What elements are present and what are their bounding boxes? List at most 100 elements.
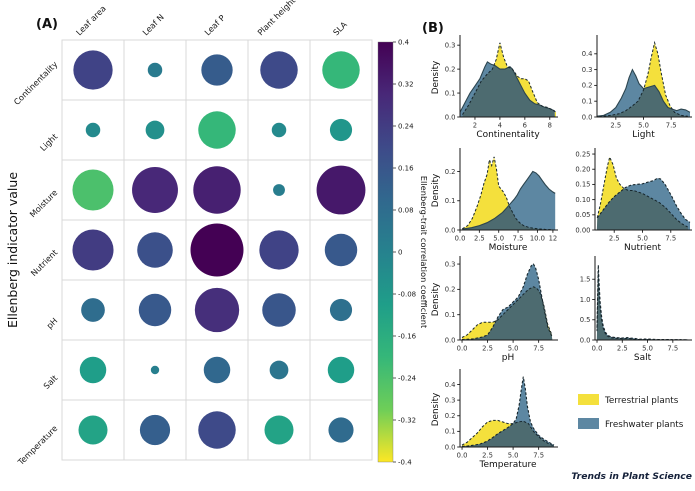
correlation-bubble (138, 293, 172, 327)
overlap-area (595, 278, 690, 340)
overlap-area (460, 287, 556, 340)
terrestrial-outline (461, 286, 553, 338)
x-tick-label: 8 (548, 122, 552, 130)
terrestrial-swatch (578, 394, 599, 405)
y-tick-label: 0.3 (445, 41, 456, 49)
row-label: pH (44, 316, 59, 331)
y-tick-label: 0.4 (582, 50, 593, 58)
freshwater-outline (596, 68, 691, 117)
y-tick-label: 0.4 (445, 381, 456, 389)
y-tick-label: 0.0 (445, 443, 456, 451)
correlation-bubble (194, 287, 240, 333)
y-tick-label: 0.0 (445, 226, 456, 234)
x-tick-label: 5.0 (637, 235, 648, 243)
density-plot-temperature: 0.0 2.5 5.0 7.5 0.0 0.1 0.2 0.3 0.4 Temperature De… (431, 369, 558, 470)
legend: Terrestrial plants Freshwater plants (578, 394, 684, 430)
colorbar-tick-label: -0.08 (398, 290, 416, 298)
column-label: SLA (331, 19, 349, 37)
freshwater-outline (459, 61, 556, 113)
density-plot-light: 2.5 5.0 7.5 0.0 0.1 0.2 0.3 0.4 Light (582, 35, 692, 140)
colorbar-tick-label: 0.08 (398, 206, 414, 214)
colorbar-tick-label: -0.24 (398, 374, 417, 382)
y-tick-label: 0.1 (445, 197, 456, 205)
correlation-bubble (264, 415, 294, 445)
freshwater-outline (461, 376, 555, 447)
correlation-bubble (137, 232, 173, 268)
correlation-bubble (201, 54, 233, 86)
y-tick-label: 0.25 (575, 150, 590, 158)
x-tick-label: 5.0 (508, 345, 519, 353)
x-tick-label: 5.0 (642, 345, 653, 353)
terrestrial-area (597, 271, 688, 340)
column-label: Leaf area (74, 3, 108, 37)
terrestrial-area (599, 42, 688, 118)
freshwater-area (462, 171, 556, 230)
y-tick-label: 0.1 (582, 98, 593, 106)
density-plot-salt: 0.0 2.5 5.0 7.5 0.0 0.5 1.0 1.5 Salt (580, 256, 692, 363)
row-label: Salt (41, 372, 60, 391)
density-plot-moisture: 0.0 2.5 5.0 7.5 10.0 12 0.0 0.1 0.2 Moisture Densi… (431, 148, 558, 253)
correlation-bubble (73, 50, 113, 90)
y-tick-label: 0.10 (575, 196, 590, 204)
x-tick-label: 2 (473, 122, 477, 130)
y-tick-label: 1.5 (580, 276, 591, 284)
subplot-y-title: Density (431, 174, 441, 207)
correlation-bubble (198, 111, 236, 149)
correlation-bubble (85, 122, 101, 138)
correlation-bubble (329, 118, 353, 142)
correlation-bubble (198, 411, 236, 449)
overlap-area (595, 188, 690, 230)
x-tick-label: 7.5 (533, 452, 544, 460)
column-label: Leaf N (140, 12, 166, 38)
subplot-y-title: Density (431, 393, 441, 426)
colorbar-tick-label: -0.4 (398, 458, 412, 466)
correlation-bubble (269, 360, 289, 380)
freshwater-outline (596, 177, 691, 223)
correlation-bubble (145, 120, 165, 140)
x-tick-label: 7.5 (513, 235, 524, 243)
row-label: Light (38, 131, 60, 153)
x-tick-label: 0.0 (455, 235, 466, 243)
x-tick-label: 5.0 (638, 122, 649, 130)
colorbar-tick-label: -0.32 (398, 416, 416, 424)
subplot-y-title: Density (431, 283, 441, 316)
row-label: Continentality (12, 59, 60, 107)
x-tick-label: 7.5 (666, 122, 677, 130)
subplot-y-title: Density (431, 61, 441, 94)
density-plot-nutrient: 2.5 5.0 7.5 0.00 0.05 0.10 0.15 0.20 0.25 Nutrien… (575, 148, 692, 253)
x-tick-label: 0.0 (592, 345, 603, 353)
y-tick-label: 0.05 (575, 211, 590, 219)
correlation-bubble (150, 365, 160, 375)
y-tick-label: 0.0 (445, 336, 456, 344)
correlation-bubble (203, 356, 231, 384)
subplot-x-title: Light (632, 130, 655, 140)
x-tick-label: 2.5 (482, 345, 493, 353)
correlation-bubble (271, 122, 287, 138)
correlation-bubble (139, 414, 171, 446)
y-tick-label: 0.1 (445, 428, 456, 436)
terrestrial-outline (599, 40, 688, 118)
subplot-x-title: pH (502, 353, 514, 363)
correlation-bubble (327, 356, 355, 384)
row-label: Nutrient (29, 247, 60, 278)
panel-b-label: (B) (422, 21, 444, 36)
x-tick-label: 2.5 (474, 235, 485, 243)
panel-a: (A) Ellenberg indicator value Leaf area L… (5, 0, 429, 468)
y-tick-label: 0.3 (582, 66, 593, 74)
y-tick-label: 0.2 (445, 168, 456, 176)
x-tick-label: 12 (549, 235, 558, 243)
x-tick-label: 0.0 (457, 452, 468, 460)
freshwater-outline (596, 265, 689, 341)
x-tick-label: 7.5 (533, 345, 544, 353)
correlation-bubble (79, 356, 107, 384)
colorbar-tick-label: 0.4 (398, 38, 410, 46)
correlation-bubble (259, 230, 299, 270)
subplot-x-title: Continentality (476, 130, 540, 140)
terrestrial-outline (596, 155, 688, 228)
x-tick-label: 2.5 (482, 452, 493, 460)
y-tick-label: 0.1 (445, 311, 456, 319)
journal-brand: Trends in Plant Science (571, 471, 692, 482)
column-label: Leaf P (202, 13, 227, 38)
